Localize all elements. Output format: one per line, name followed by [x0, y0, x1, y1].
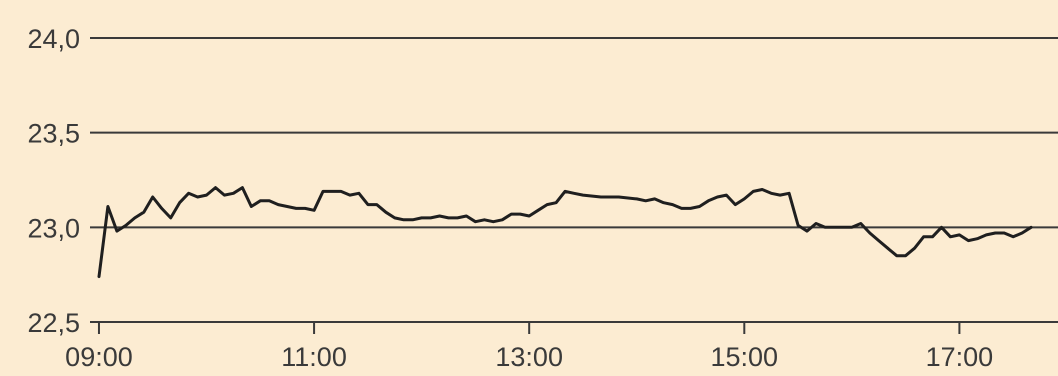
y-tick-label: 24,0	[27, 24, 80, 54]
y-tick-label: 23,0	[27, 213, 80, 243]
x-tick-label: 13:00	[495, 342, 563, 372]
x-tick-label: 09:00	[65, 342, 133, 372]
y-axis-ticks: 24,0 23,5 23,0 22,5	[27, 24, 80, 338]
x-tick-label: 15:00	[711, 342, 779, 372]
x-tick-label: 17:00	[926, 342, 994, 372]
x-axis-ticks: 09:00 11:00 13:00 15:00 17:00	[65, 322, 993, 372]
grid-lines	[90, 37, 1058, 229]
y-tick-label: 22,5	[27, 308, 80, 338]
y-tick-label: 23,5	[27, 119, 80, 149]
x-tick-label: 11:00	[281, 342, 347, 372]
series-line	[97, 186, 1033, 279]
